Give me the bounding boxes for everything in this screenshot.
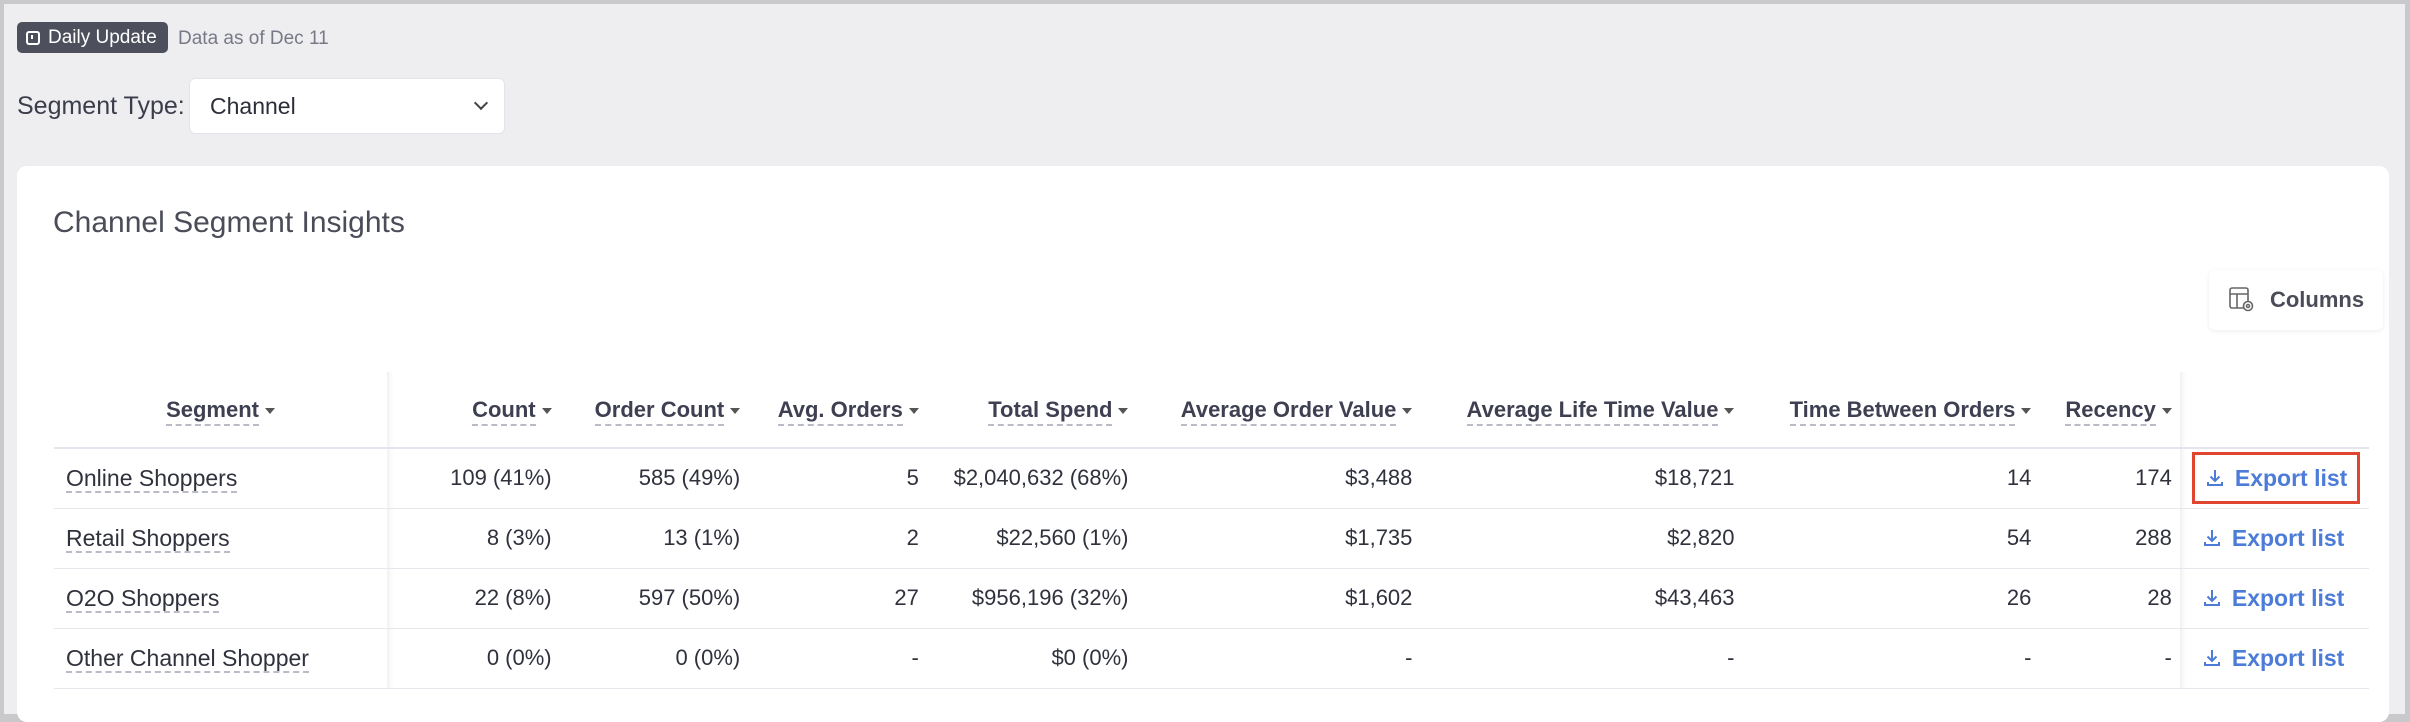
count-cell: 22 (8%): [387, 568, 560, 629]
sort-caret-icon: [1118, 407, 1129, 414]
total-spend-cell: $2,040,632 (68%): [926, 448, 1137, 509]
ltv-cell: $18,721: [1420, 448, 1743, 509]
card-title: Channel Segment Insights: [53, 206, 405, 239]
total-spend-cell: $0 (0%): [926, 628, 1137, 689]
total-spend-cell: $22,560 (1%): [926, 508, 1137, 569]
badge-label: Daily Update: [48, 26, 157, 48]
tbo-cell: 26: [1742, 568, 2040, 629]
export-list-button[interactable]: Export list: [2191, 452, 2361, 505]
header-export: [2179, 372, 2369, 449]
export-cell: Export list: [2179, 508, 2369, 569]
columns-button-label: Columns: [2269, 287, 2365, 312]
recency-cell: 288: [2039, 508, 2180, 569]
export-cell: Export list: [2179, 448, 2369, 509]
segment-cell[interactable]: O2O Shoppers: [54, 568, 388, 629]
tbo-cell: 54: [1742, 508, 2040, 569]
header-count[interactable]: Count: [387, 372, 560, 449]
table-row: Other Channel Shopper 0 (0%) 0 (0%) - $0…: [54, 628, 2369, 689]
export-list-button[interactable]: Export list: [2192, 632, 2354, 684]
daily-update-badge: Daily Update: [17, 22, 168, 53]
export-list-button[interactable]: Export list: [2192, 572, 2354, 624]
calendar-icon: [26, 30, 40, 45]
segment-table: Segment Count Order Count Avg. Orders To…: [54, 372, 2369, 689]
table-row: Online Shoppers 109 (41%) 585 (49%) 5 $2…: [54, 448, 2369, 509]
columns-button[interactable]: Columns: [2209, 270, 2383, 330]
total-spend-cell: $956,196 (32%): [926, 568, 1137, 629]
aov-cell: -: [1136, 628, 1421, 689]
download-icon: [2202, 528, 2222, 548]
aov-cell: $1,602: [1136, 568, 1421, 629]
order-count-cell: 0 (0%): [559, 628, 749, 689]
segment-cell[interactable]: Retail Shoppers: [54, 508, 388, 569]
order-count-cell: 13 (1%): [559, 508, 749, 569]
header-recency[interactable]: Recency: [2039, 372, 2180, 449]
export-list-button[interactable]: Export list: [2192, 512, 2354, 564]
avg-orders-cell: 2: [748, 508, 927, 569]
count-cell: 109 (41%): [387, 448, 560, 509]
segment-cell[interactable]: Other Channel Shopper: [54, 628, 388, 689]
count-cell: 0 (0%): [387, 628, 560, 689]
export-list-label: Export list: [2231, 644, 2345, 671]
segment-type-label: Segment Type:: [17, 92, 185, 120]
header-segment[interactable]: Segment: [54, 372, 388, 449]
header-average-order-value[interactable]: Average Order Value: [1136, 372, 1421, 449]
sort-caret-icon: [265, 407, 275, 414]
download-icon: [2202, 588, 2222, 608]
sort-caret-icon: [541, 407, 552, 414]
ltv-cell: -: [1420, 628, 1743, 689]
segment-insights-card: Channel Segment Insights Columns Segment…: [17, 166, 2389, 722]
order-count-cell: 597 (50%): [559, 568, 749, 629]
export-list-label: Export list: [2231, 584, 2345, 611]
table-row: Retail Shoppers 8 (3%) 13 (1%) 2 $22,560…: [54, 508, 2369, 569]
columns-settings-icon: [2229, 287, 2254, 312]
data-as-of-text: Data as of Dec 11: [178, 28, 329, 49]
tbo-cell: 14: [1742, 448, 2040, 509]
app-frame: Daily Update Data as of Dec 11 Segment T…: [4, 4, 2405, 722]
count-cell: 8 (3%): [387, 508, 560, 569]
avg-orders-cell: 5: [748, 448, 927, 509]
tbo-cell: -: [1742, 628, 2040, 689]
ltv-cell: $43,463: [1420, 568, 1743, 629]
export-cell: Export list: [2179, 568, 2369, 629]
table-header-row: Segment Count Order Count Avg. Orders To…: [54, 372, 2369, 449]
download-icon: [2202, 648, 2222, 668]
segment-cell[interactable]: Online Shoppers: [54, 448, 388, 509]
header-total-spend[interactable]: Total Spend: [926, 372, 1137, 449]
export-list-label: Export list: [2231, 524, 2345, 551]
order-count-cell: 585 (49%): [559, 448, 749, 509]
sort-caret-icon: [908, 407, 919, 414]
ltv-cell: $2,820: [1420, 508, 1743, 569]
sort-caret-icon: [1724, 407, 1735, 414]
header-average-life-time-value[interactable]: Average Life Time Value: [1420, 372, 1743, 449]
header-avg-orders[interactable]: Avg. Orders: [748, 372, 927, 449]
avg-orders-cell: -: [748, 628, 927, 689]
segment-type-value: Channel: [210, 92, 296, 119]
aov-cell: $1,735: [1136, 508, 1421, 569]
export-list-label: Export list: [2234, 464, 2348, 491]
segment-type-select[interactable]: Channel: [189, 78, 505, 134]
aov-cell: $3,488: [1136, 448, 1421, 509]
header-order-count[interactable]: Order Count: [559, 372, 749, 449]
sort-caret-icon: [1402, 407, 1413, 414]
avg-orders-cell: 27: [748, 568, 927, 629]
sort-caret-icon: [2021, 407, 2032, 414]
export-cell: Export list: [2179, 628, 2369, 689]
header-time-between-orders[interactable]: Time Between Orders: [1742, 372, 2040, 449]
sort-caret-icon: [730, 407, 741, 414]
download-icon: [2205, 468, 2225, 488]
recency-cell: 174: [2039, 448, 2180, 509]
recency-cell: -: [2039, 628, 2180, 689]
table-row: O2O Shoppers 22 (8%) 597 (50%) 27 $956,1…: [54, 568, 2369, 629]
chevron-down-icon: [473, 95, 489, 111]
recency-cell: 28: [2039, 568, 2180, 629]
sort-caret-icon: [2161, 407, 2172, 414]
